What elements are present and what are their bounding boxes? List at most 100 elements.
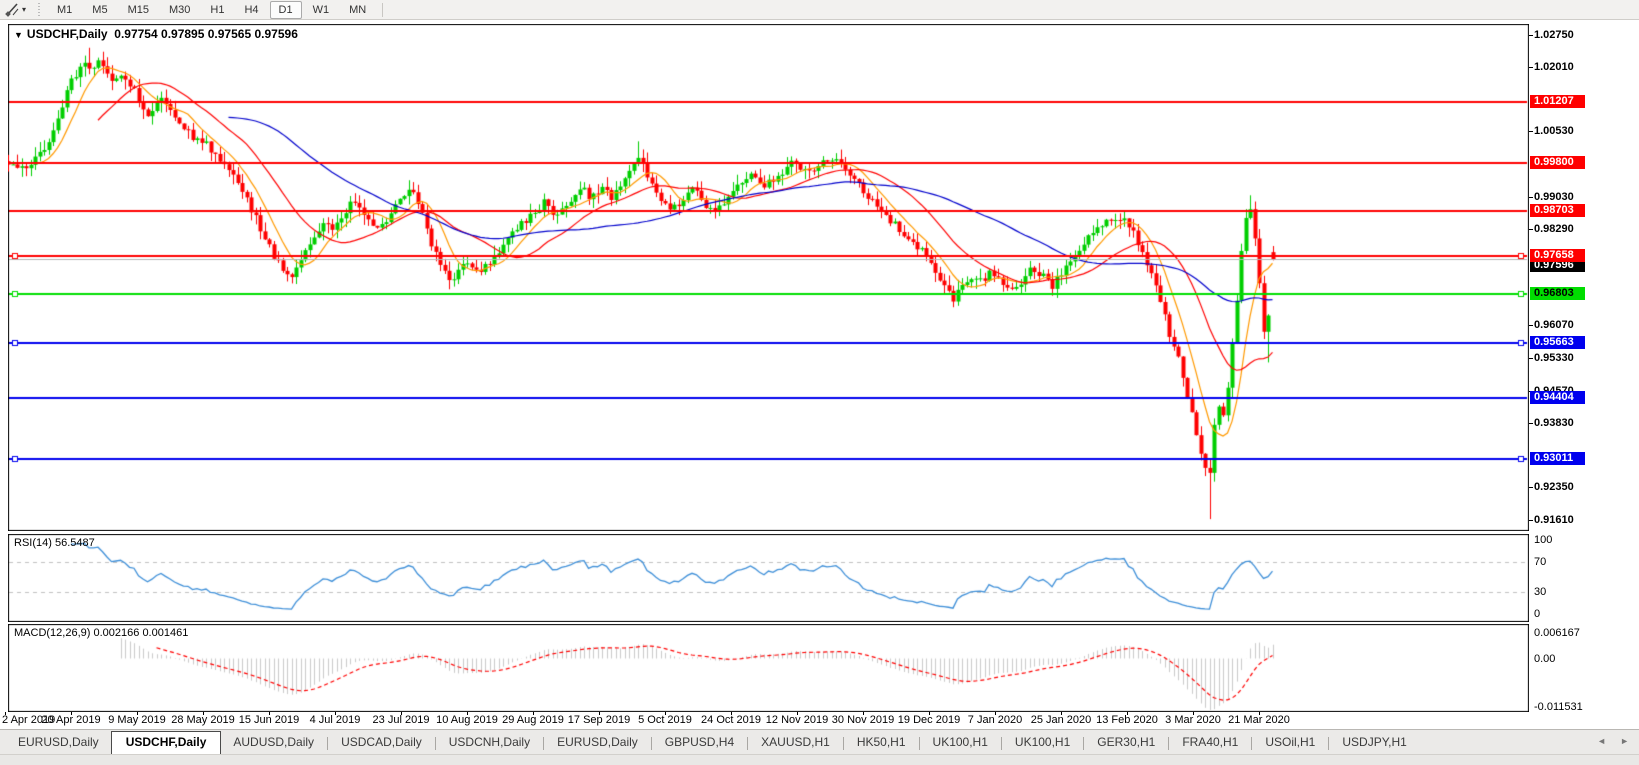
chart-tab-eurusd-daily[interactable]: EURUSD,Daily: [557, 735, 638, 749]
ohlc-low: 0.97565: [207, 27, 252, 41]
draw-tool-icon[interactable]: [4, 2, 20, 17]
date-axis-tick: [203, 712, 204, 715]
date-axis-label: 23 Jul 2019: [372, 714, 430, 726]
tab-separator: [543, 737, 545, 750]
date-axis-tick: [599, 712, 600, 715]
date-axis-label: 21 Mar 2020: [1228, 714, 1290, 726]
date-axis-label: 17 Sep 2019: [567, 714, 631, 726]
price-axis-tick: 0.92350: [1529, 481, 1574, 494]
level-price-label-0.98703: 0.98703: [1530, 203, 1585, 217]
date-axis-tick: [1193, 712, 1194, 715]
date-axis-label: 3 Mar 2020: [1165, 714, 1221, 726]
date-axis-tick: [401, 712, 402, 715]
chart-tab-usdcad-daily[interactable]: USDCAD,Daily: [341, 735, 422, 749]
level-price-label-0.97658: 0.97658: [1530, 249, 1585, 263]
chart-tab-hk50-h1[interactable]: HK50,H1: [856, 735, 906, 749]
rsi-axis-tick: 0: [1534, 608, 1541, 620]
date-axis-tick: [665, 712, 666, 715]
date-axis-tick: [335, 712, 336, 715]
chart-tab-usdcnh-daily[interactable]: USDCNH,Daily: [448, 735, 531, 749]
chart-symbol-period: USDCHF,Daily: [26, 27, 108, 41]
date-axis-label: 24 Oct 2019: [701, 714, 761, 726]
chart-tab-usoil-h1[interactable]: USOil,H1: [1265, 735, 1316, 749]
tab-separator: [650, 737, 652, 750]
date-axis-label: 2 Apr 2019: [2, 714, 56, 726]
price-axis-tick: 1.02750: [1529, 28, 1574, 41]
tab-separator: [1083, 737, 1085, 750]
chevron-down-icon[interactable]: ▾: [22, 5, 27, 14]
rsi-axis-tick: 30: [1534, 585, 1547, 598]
price-axis-tick: 0.99030: [1529, 190, 1574, 203]
tab-scroll-left-icon[interactable]: ◄: [1597, 736, 1607, 746]
date-axis-tick: [731, 712, 732, 715]
macd-indicator-canvas[interactable]: [8, 624, 1529, 712]
tab-separator: [1168, 737, 1170, 750]
price-axis-tick: 0.91610: [1529, 513, 1574, 526]
timeframe-button-h4[interactable]: H4: [244, 3, 259, 16]
price-axis-tick: 0.95330: [1529, 351, 1574, 364]
rsi-indicator-canvas[interactable]: [8, 534, 1529, 622]
title-marker-icon[interactable]: ▼: [14, 30, 23, 40]
date-axis-label: 5 Oct 2019: [638, 714, 692, 726]
timeframe-button-w1[interactable]: W1: [312, 3, 330, 16]
chart-tab-uk100-h1[interactable]: UK100,H1: [1014, 735, 1071, 749]
rsi-label: RSI(14) 56.5487: [14, 537, 95, 549]
tab-separator: [1000, 737, 1002, 750]
tab-separator: [918, 737, 920, 750]
timeframe-button-m30[interactable]: M30: [168, 3, 191, 16]
macd-axis-tick: 0.00: [1534, 652, 1556, 665]
chart-tab-xauusd-h1[interactable]: XAUUSD,H1: [761, 735, 830, 749]
timeframe-button-m5[interactable]: M5: [92, 3, 108, 16]
tab-separator: [327, 737, 329, 750]
level-price-label-0.99800: 0.99800: [1530, 156, 1585, 170]
chart-tab-usdjpy-h1[interactable]: USDJPY,H1: [1342, 735, 1407, 749]
tab-separator: [434, 737, 436, 750]
date-axis-label: 20 Apr 2019: [41, 714, 101, 726]
chart-tab-audusd-daily[interactable]: AUDUSD,Daily: [233, 735, 315, 749]
timeframe-button-mn[interactable]: MN: [349, 3, 367, 16]
tab-separator: [747, 737, 749, 750]
date-axis-label: 12 Nov 2019: [765, 714, 829, 726]
macd-name: MACD(12,26,9): [14, 627, 91, 639]
date-axis-tick: [797, 712, 798, 715]
price-axis-tick: 0.96070: [1529, 319, 1574, 332]
ohlc-open: 0.97754: [114, 27, 158, 41]
date-axis-tick: [995, 712, 996, 715]
date-axis-label: 9 May 2019: [108, 714, 166, 726]
chart-tab-uk100-h1[interactable]: UK100,H1: [932, 735, 988, 749]
macd-axis-tick: -0.011531: [1534, 700, 1583, 713]
date-axis-tick: [929, 712, 930, 715]
chart-tab-gbpusd-h4[interactable]: GBPUSD,H4: [664, 735, 735, 749]
date-axis-label: 29 Aug 2019: [502, 714, 564, 726]
candlestick-chart-canvas[interactable]: [8, 24, 1529, 531]
price-axis-tick: 0.98290: [1529, 222, 1574, 235]
toolbar-grip: [36, 2, 42, 17]
date-axis-tick: [533, 712, 534, 715]
date-axis-label: 19 Dec 2019: [897, 714, 961, 726]
timeframe-button-m15[interactable]: M15: [127, 3, 149, 16]
tab-separator: [1251, 737, 1253, 750]
timeframe-button-h1[interactable]: H1: [210, 3, 225, 16]
date-axis-tick: [863, 712, 864, 715]
timeframe-button-d1[interactable]: D1: [269, 0, 302, 19]
macd-label: MACD(12,26,9) 0.002166 0.001461: [14, 627, 188, 639]
tab-separator: [1328, 737, 1330, 750]
macd-main-value: 0.002166: [93, 627, 140, 639]
timeframe-buttons: M1 M5 M15 M30 H1 H4 D1 W1 MN: [47, 0, 376, 19]
date-axis-label: 30 Nov 2019: [831, 714, 895, 726]
chart-tab-eurusd-daily[interactable]: EURUSD,Daily: [18, 735, 99, 749]
tab-scroll-right-icon[interactable]: ►: [1620, 736, 1629, 746]
rsi-axis-tick: 100: [1534, 534, 1553, 546]
chart-tab-usdchf-daily[interactable]: USDCHF,Daily: [110, 731, 222, 755]
date-axis-label: 7 Jan 2020: [967, 714, 1023, 726]
chart-tab-fra40-h1[interactable]: FRA40,H1: [1182, 735, 1239, 749]
date-axis-tick: [71, 712, 72, 715]
date-axis-tick: [269, 712, 270, 715]
tab-scroll-nav: ◄ ►: [1597, 736, 1629, 746]
rsi-name: RSI(14): [14, 537, 52, 549]
chart-tab-ger30-h1[interactable]: GER30,H1: [1097, 735, 1156, 749]
timeframe-button-m1[interactable]: M1: [57, 3, 73, 16]
level-price-label-0.96803: 0.96803: [1530, 286, 1585, 300]
date-axis-label: 28 May 2019: [171, 714, 235, 726]
level-price-label-1.01207: 1.01207: [1530, 94, 1585, 108]
